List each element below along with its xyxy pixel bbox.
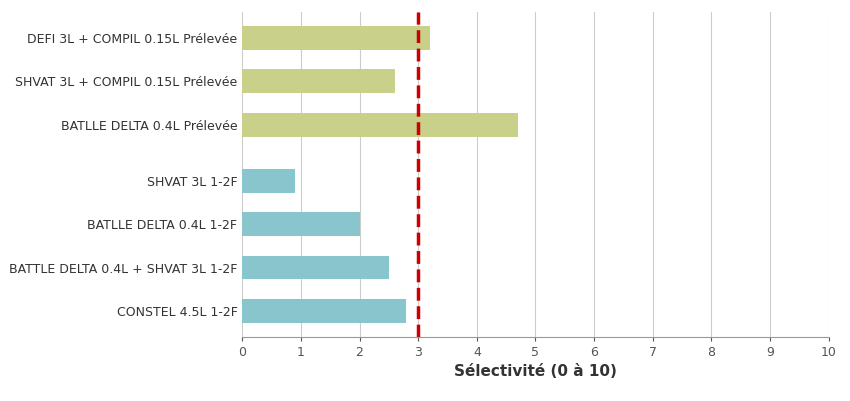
Bar [242, 113, 518, 137]
Bar [242, 256, 388, 279]
Bar [242, 169, 295, 193]
Bar [242, 26, 430, 50]
Bar [242, 69, 394, 93]
Bar [242, 213, 360, 236]
X-axis label: Sélectivité (0 à 10): Sélectivité (0 à 10) [454, 365, 617, 379]
Bar [242, 299, 406, 323]
